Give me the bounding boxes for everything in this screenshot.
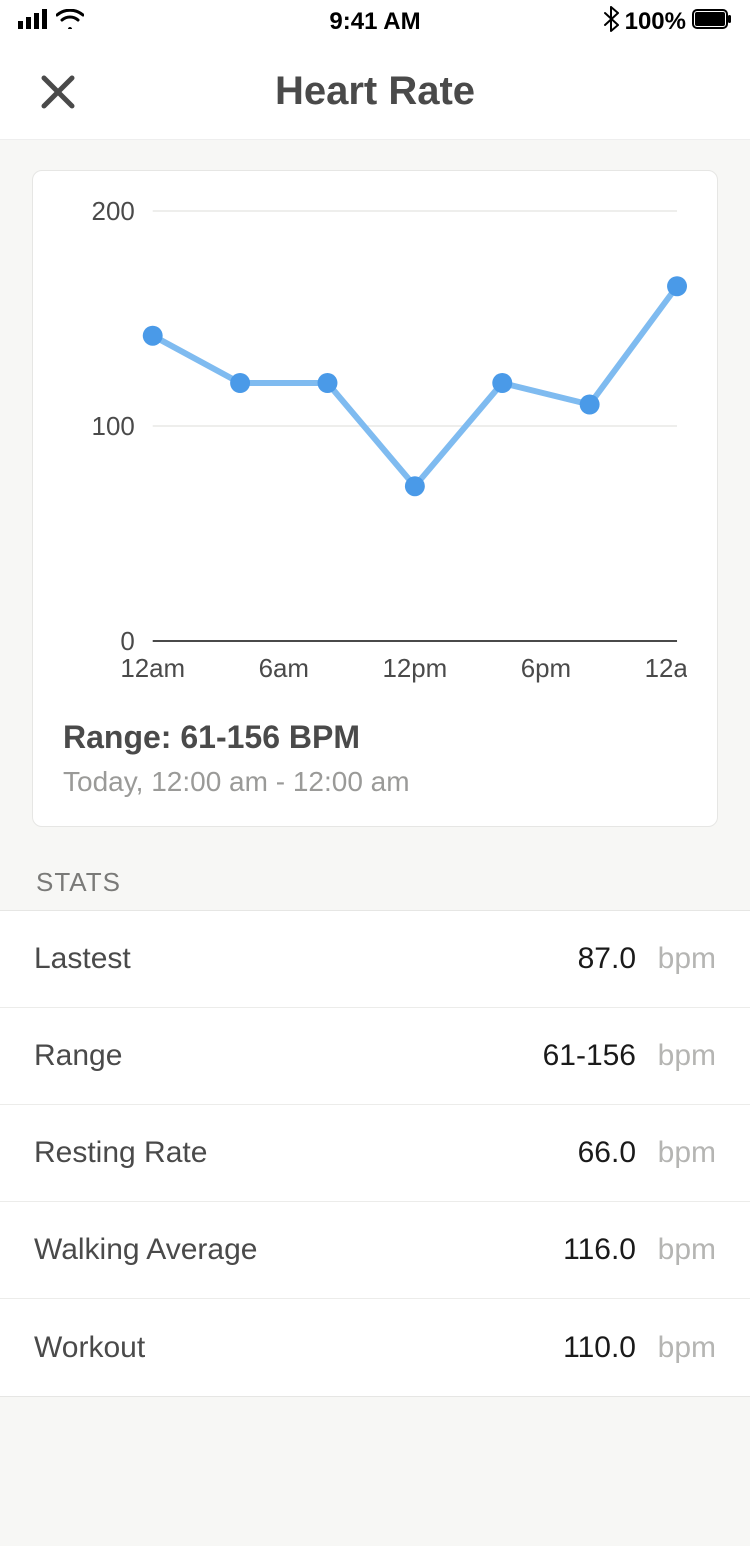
battery-icon xyxy=(692,8,732,36)
svg-text:12am: 12am xyxy=(120,655,185,683)
stat-label: Range xyxy=(34,1039,543,1073)
stat-value: 66.0 xyxy=(578,1136,636,1170)
bluetooth-icon xyxy=(603,6,619,39)
close-icon[interactable] xyxy=(40,74,76,110)
stat-label: Walking Average xyxy=(34,1233,563,1267)
svg-text:6am: 6am xyxy=(259,655,309,683)
stat-value: 87.0 xyxy=(578,942,636,976)
stat-unit: bpm xyxy=(656,1039,716,1073)
wifi-icon xyxy=(56,8,84,36)
stat-label: Lastest xyxy=(34,942,578,976)
page-header: Heart Rate xyxy=(0,44,750,140)
stat-label: Workout xyxy=(34,1331,563,1365)
status-right: 100% xyxy=(603,6,732,39)
stat-row: Lastest87.0 bpm xyxy=(0,911,750,1008)
svg-text:12am: 12am xyxy=(645,655,687,683)
stat-unit: bpm xyxy=(656,1136,716,1170)
svg-text:6pm: 6pm xyxy=(521,655,571,683)
stat-row: Walking Average116.0 bpm xyxy=(0,1202,750,1299)
svg-text:0: 0 xyxy=(120,628,134,656)
stat-unit: bpm xyxy=(656,942,716,976)
stat-row: Resting Rate66.0 bpm xyxy=(0,1105,750,1202)
stat-label: Resting Rate xyxy=(34,1136,578,1170)
svg-text:200: 200 xyxy=(92,201,135,226)
chart-subtitle: Today, 12:00 am - 12:00 am xyxy=(63,766,687,798)
stats-list: Lastest87.0bpmRange61-156bpmResting Rate… xyxy=(0,910,750,1397)
page-title: Heart Rate xyxy=(0,69,750,114)
chart-range-label: Range: 61-156 BPM xyxy=(63,719,687,756)
stat-unit: bpm xyxy=(656,1331,716,1365)
svg-text:100: 100 xyxy=(92,413,135,441)
chart-card: 0 100 200 12am 6am 12pm 6pm 12am Range: 61-156 … xyxy=(32,170,718,827)
heart-rate-chart: 0 100 200 12am 6am 12pm 6pm 12am xyxy=(63,201,687,701)
svg-text:12pm: 12pm xyxy=(382,655,447,683)
stat-value: 116.0 xyxy=(563,1233,636,1267)
stats-header: STATS xyxy=(36,867,750,898)
stat-unit: bpm xyxy=(656,1233,716,1267)
stat-row: Workout110.0 bpm xyxy=(0,1299,750,1396)
stat-value: 110.0 xyxy=(563,1331,636,1365)
signal-icon xyxy=(18,8,48,36)
stat-row: Range61-156 bpm xyxy=(0,1008,750,1105)
battery-pct: 100% xyxy=(625,8,686,36)
stat-value: 61-156 xyxy=(543,1039,636,1073)
status-left xyxy=(18,8,84,36)
status-time: 9:41 AM xyxy=(329,8,420,36)
status-bar: 9:41 AM 100% xyxy=(0,0,750,44)
